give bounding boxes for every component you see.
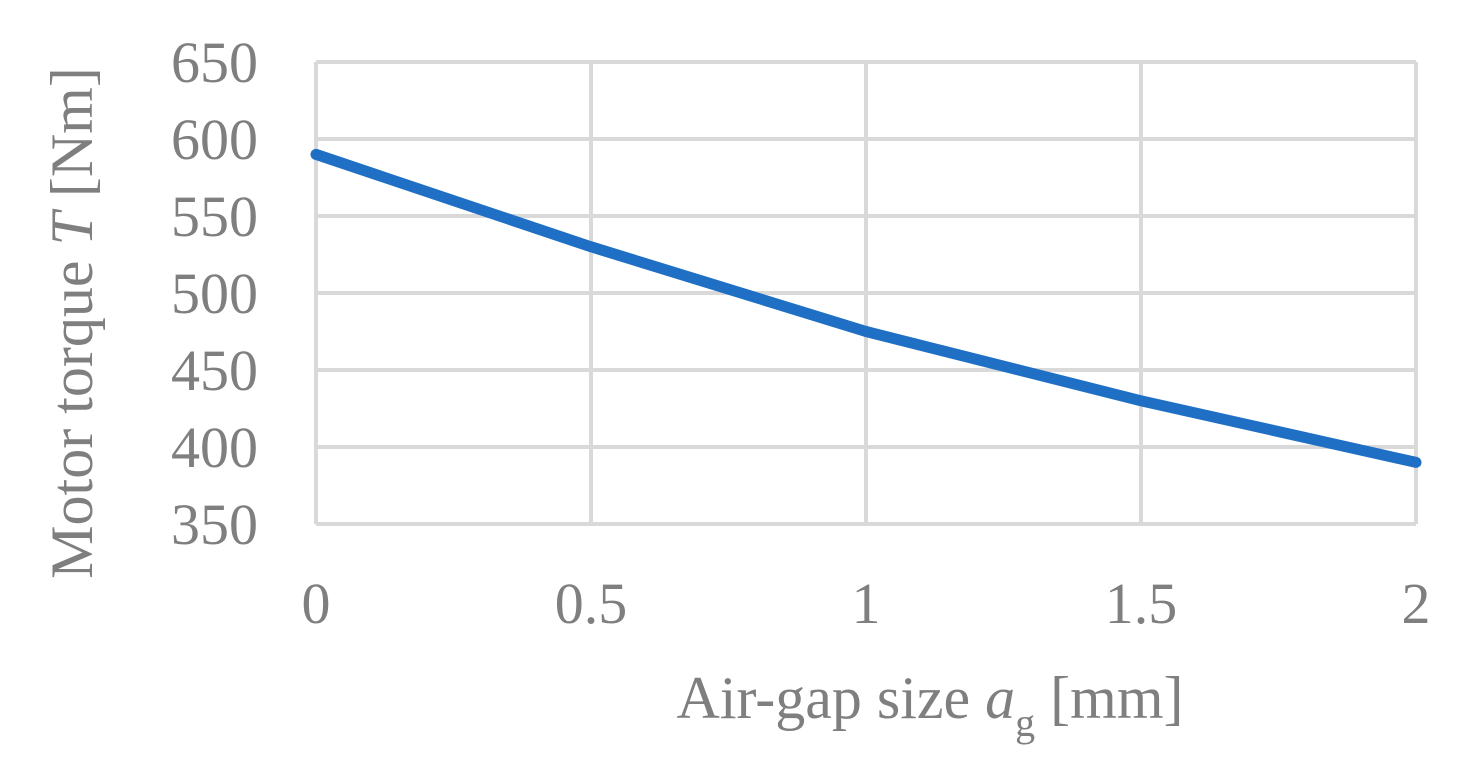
data-point <box>590 246 592 248</box>
x-tick-label: 2 <box>1402 571 1431 636</box>
x-tick-labels: 0 0.5 1 1.5 2 <box>302 571 1431 636</box>
y-tick-label: 600 <box>171 107 258 172</box>
x-axis-label-suffix: [mm] <box>1035 665 1183 731</box>
y-tick-label: 550 <box>171 184 258 249</box>
x-tick-label: 1 <box>852 571 881 636</box>
y-tick-label: 500 <box>171 261 258 326</box>
data-point <box>315 153 317 155</box>
y-axis-label-prefix: Motor torque <box>39 246 105 579</box>
x-axis-label-prefix: Air-gap size <box>677 665 986 731</box>
x-tick-label: 0.5 <box>555 571 628 636</box>
y-axis-label: Motor torque T [Nm] <box>39 67 105 579</box>
series-layer <box>310 148 1422 468</box>
y-tick-label: 450 <box>171 338 258 403</box>
x-axis-label-sub: g <box>1015 700 1035 745</box>
x-tick-label: 1.5 <box>1105 571 1178 636</box>
y-tick-label: 350 <box>171 492 258 557</box>
y-axis-label-suffix: [Nm] <box>39 67 105 212</box>
data-point <box>865 331 867 332</box>
y-tick-label: 650 <box>171 30 258 95</box>
grid <box>314 60 1418 526</box>
y-axis-label-var: T <box>39 209 105 246</box>
data-point <box>1415 461 1417 463</box>
x-axis-label: Air-gap size ag [mm] <box>677 665 1184 745</box>
data-point <box>1140 400 1142 402</box>
x-axis-label-var: a <box>985 665 1015 731</box>
y-tick-labels: 350 400 450 500 550 600 650 <box>171 30 258 557</box>
y-tick-label: 400 <box>171 415 258 480</box>
x-tick-label: 0 <box>302 571 331 636</box>
